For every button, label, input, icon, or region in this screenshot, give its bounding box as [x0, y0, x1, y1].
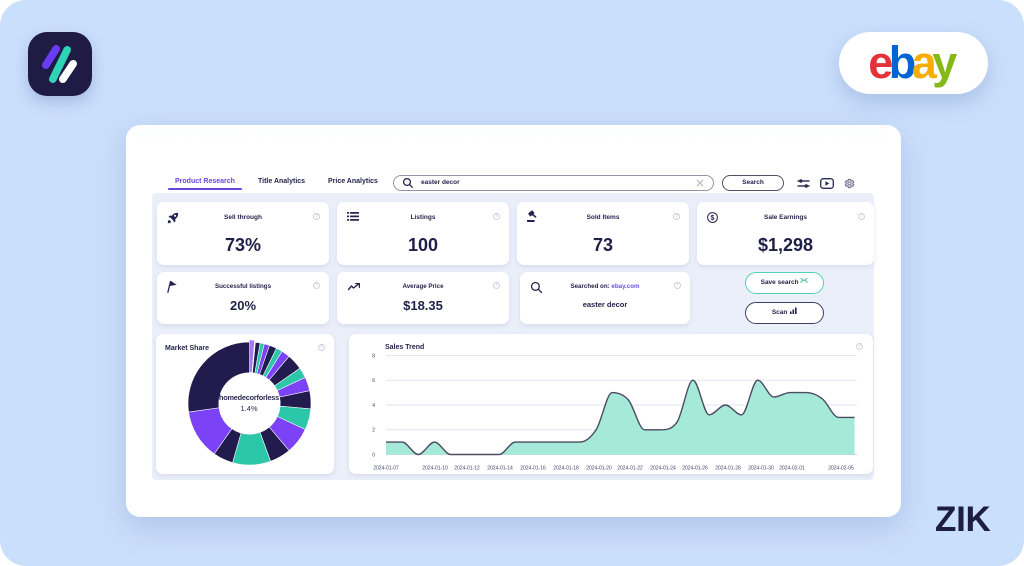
svg-text:2024-01-26: 2024-01-26: [682, 466, 708, 472]
svg-text:2024-01-16: 2024-01-16: [520, 466, 546, 472]
svg-text:2: 2: [372, 428, 375, 434]
svg-text:8: 8: [372, 353, 375, 359]
svg-text:2024-01-07: 2024-01-07: [373, 466, 399, 472]
svg-text:2024-01-14: 2024-01-14: [487, 466, 513, 472]
svg-text:0: 0: [372, 452, 375, 458]
svg-text:4: 4: [372, 403, 375, 409]
svg-text:2024-02-01: 2024-02-01: [779, 466, 805, 472]
svg-text:2024-01-24: 2024-01-24: [650, 466, 676, 472]
svg-text:2024-01-18: 2024-01-18: [553, 466, 579, 472]
svg-text:2024-02-05: 2024-02-05: [828, 466, 854, 472]
svg-text:2024-01-12: 2024-01-12: [454, 466, 480, 472]
svg-text:2024-01-22: 2024-01-22: [617, 466, 643, 472]
svg-text:2024-01-20: 2024-01-20: [586, 466, 612, 472]
svg-text:2024-01-28: 2024-01-28: [715, 466, 741, 472]
svg-text:$: $: [711, 215, 715, 222]
svg-text:2024-01-10: 2024-01-10: [422, 466, 448, 472]
svg-text:2024-01-30: 2024-01-30: [748, 466, 774, 472]
svg-text:6: 6: [372, 378, 375, 384]
